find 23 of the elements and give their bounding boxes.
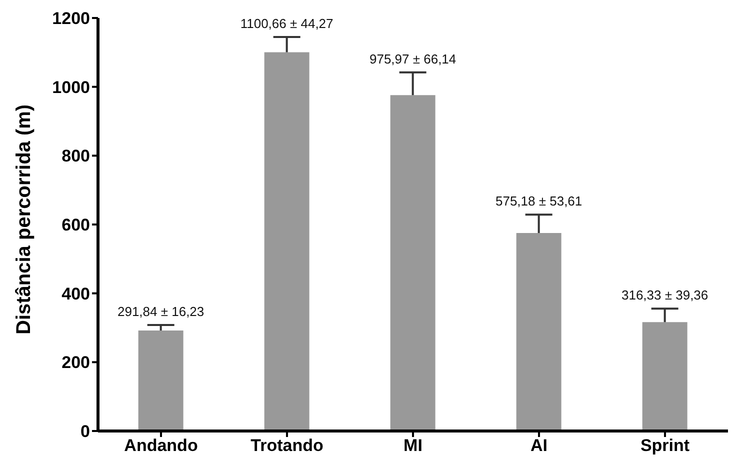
x-tick-label: Sprint (640, 436, 690, 456)
bar (390, 95, 436, 431)
data-label: 1100,66 ± 44,27 (240, 16, 334, 31)
bar (642, 322, 688, 431)
y-tick-label: 1200 (52, 9, 90, 28)
data-label: 975,97 ± 66,14 (369, 51, 456, 66)
y-tick-label: 600 (62, 216, 90, 235)
x-tick-label: MI (404, 436, 422, 456)
bar (138, 330, 184, 431)
y-axis-title: Distância percorrida (m) (13, 104, 36, 334)
y-tick-label: 800 (62, 146, 90, 166)
x-tick-label: Trotando (250, 436, 324, 456)
y-tick-label: 1000 (52, 78, 90, 97)
data-label: 291,84 ± 16,23 (117, 304, 204, 319)
x-tick-label: Andando (124, 436, 198, 456)
y-tick-label: 400 (62, 284, 90, 304)
bar (264, 52, 310, 431)
x-tick-label: AI (530, 436, 548, 456)
bar (516, 233, 562, 431)
y-tick-label: 0 (80, 422, 90, 442)
data-label: 575,18 ± 53,61 (495, 194, 582, 209)
data-label: 316,33 ± 39,36 (621, 288, 708, 303)
y-tick-label: 200 (62, 353, 90, 372)
